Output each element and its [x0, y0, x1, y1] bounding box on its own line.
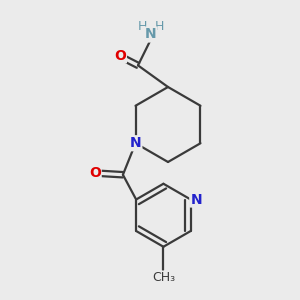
Text: O: O: [114, 49, 126, 62]
Text: CH₃: CH₃: [152, 271, 175, 284]
Text: H: H: [154, 20, 164, 33]
Text: N: N: [190, 193, 202, 206]
Text: N: N: [130, 136, 141, 150]
Text: N: N: [145, 28, 156, 41]
Text: O: O: [89, 166, 101, 180]
Text: H: H: [137, 20, 147, 33]
